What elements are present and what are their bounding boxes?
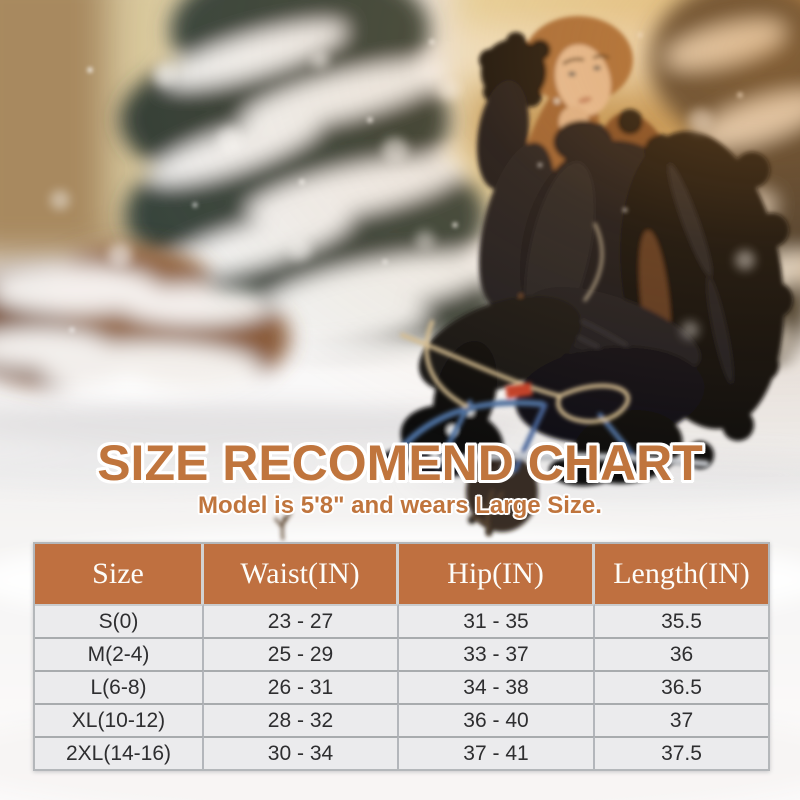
- cell-hip: 31 - 35: [399, 604, 595, 637]
- cell-size: S(0): [35, 604, 204, 637]
- table-row-2xl: 2XL(14-16) 30 - 34 37 - 41 37.5: [35, 736, 768, 769]
- cell-length: 35.5: [595, 604, 768, 637]
- cell-hip: 33 - 37: [399, 637, 595, 670]
- table-row-l: L(6-8) 26 - 31 34 - 38 36.5: [35, 670, 768, 703]
- size-chart-title: SIZE RECOMEND CHART: [97, 435, 703, 491]
- cell-waist: 28 - 32: [204, 703, 399, 736]
- cell-waist: 30 - 34: [204, 736, 399, 769]
- cell-waist: 26 - 31: [204, 670, 399, 703]
- cell-waist: 23 - 27: [204, 604, 399, 637]
- warm-light-overlay: [0, 0, 800, 520]
- column-header-size: Size: [35, 544, 204, 604]
- size-table-header-row: Size Waist(IN) Hip(IN) Length(IN): [35, 544, 768, 604]
- size-chart-subtitle: Model is 5'8" and wears Large Size.: [198, 492, 602, 519]
- cell-length: 37.5: [595, 736, 768, 769]
- column-header-hip: Hip(IN): [399, 544, 595, 604]
- cell-size: L(6-8): [35, 670, 204, 703]
- cell-hip: 37 - 41: [399, 736, 595, 769]
- cell-size: 2XL(14-16): [35, 736, 204, 769]
- cell-length: 36: [595, 637, 768, 670]
- table-row-s: S(0) 23 - 27 31 - 35 35.5: [35, 604, 768, 637]
- cell-hip: 34 - 38: [399, 670, 595, 703]
- cell-size: M(2-4): [35, 637, 204, 670]
- column-header-length: Length(IN): [595, 544, 768, 604]
- cell-waist: 25 - 29: [204, 637, 399, 670]
- size-table: Size Waist(IN) Hip(IN) Length(IN) S(0) 2…: [33, 542, 770, 771]
- column-header-waist: Waist(IN): [204, 544, 399, 604]
- table-row-m: M(2-4) 25 - 29 33 - 37 36: [35, 637, 768, 670]
- cell-hip: 36 - 40: [399, 703, 595, 736]
- cell-length: 37: [595, 703, 768, 736]
- cell-length: 36.5: [595, 670, 768, 703]
- table-row-xl: XL(10-12) 28 - 32 36 - 40 37: [35, 703, 768, 736]
- cell-size: XL(10-12): [35, 703, 204, 736]
